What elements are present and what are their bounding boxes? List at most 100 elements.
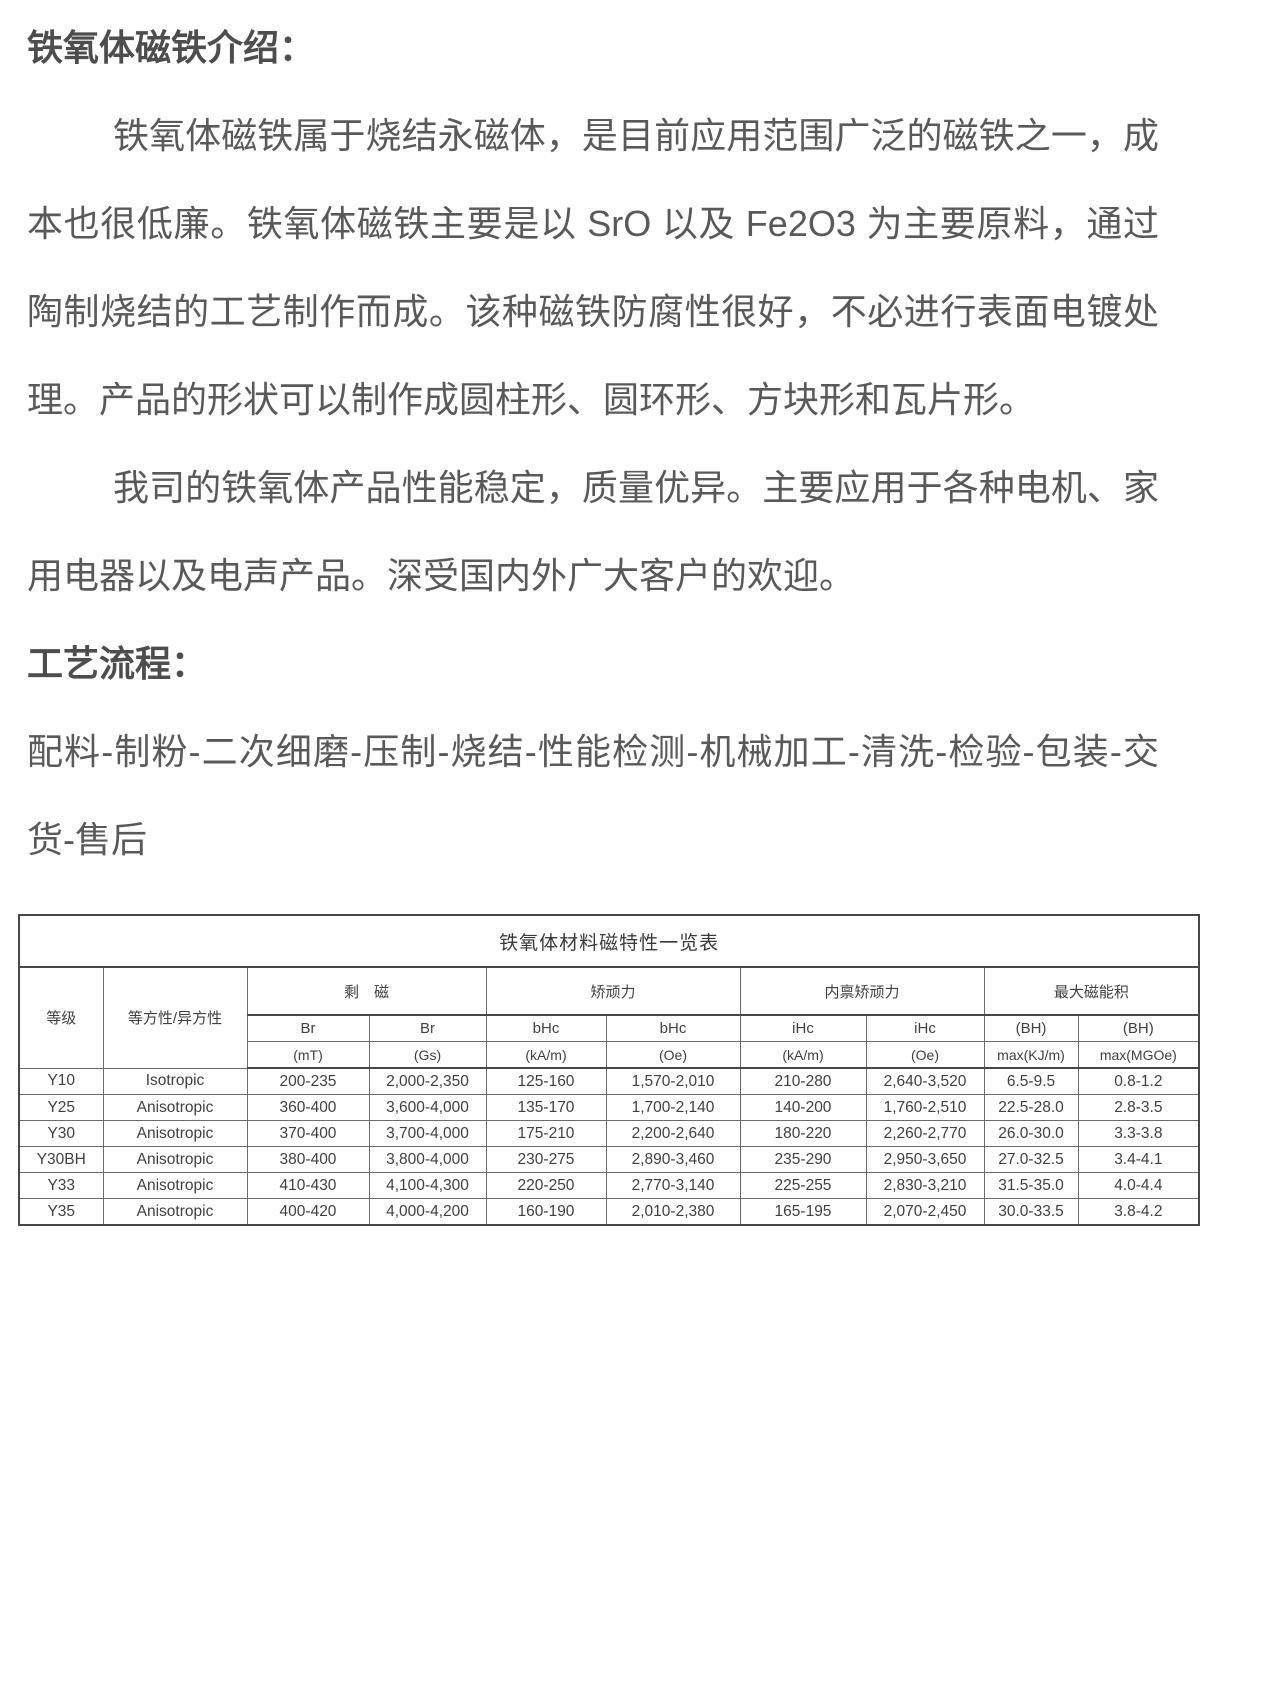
value-cell: 370-400 (246, 1120, 370, 1147)
value-cell: 160-190 (485, 1198, 607, 1226)
subheader-unit: max(KJ/m) (983, 1041, 1079, 1069)
value-cell: 225-255 (739, 1172, 867, 1199)
table-unit-header-row: (mT) (Gs) (kA/m) (Oe) (kA/m) (Oe) max(KJ… (19, 1041, 1200, 1069)
value-cell: 175-210 (485, 1120, 607, 1147)
subheader-symbol: iHc (739, 1014, 867, 1042)
value-cell: 2,200-2,640 (605, 1120, 741, 1147)
subheader-symbol: (BH) (1077, 1014, 1200, 1042)
value-cell: 2,070-2,450 (865, 1198, 985, 1226)
table-row: Y25 Anisotropic 360-400 3,600-4,000 135-… (18, 1094, 1200, 1121)
value-cell: 125-160 (485, 1067, 607, 1095)
value-cell: 0.8-1.2 (1077, 1067, 1200, 1095)
group-header-max-energy-product: 最大磁能积 (983, 966, 1200, 1016)
value-cell: 210-280 (739, 1067, 867, 1095)
subheader-symbol: (BH) (983, 1014, 1079, 1042)
table-title: 铁氧体材料磁特性一览表 (18, 914, 1200, 968)
isotropy-cell: Anisotropic (102, 1146, 248, 1173)
value-cell: 360-400 (246, 1094, 370, 1121)
subheader-symbol: Br (246, 1014, 370, 1042)
value-cell: 31.5-35.0 (983, 1172, 1079, 1199)
value-cell: 3.3-3.8 (1077, 1120, 1200, 1147)
value-cell: 1,760-2,510 (865, 1094, 985, 1121)
subheader-symbol: bHc (605, 1014, 741, 1042)
subheader-unit: (mT) (246, 1041, 370, 1069)
subheader-unit: (Oe) (865, 1041, 985, 1069)
value-cell: 1,570-2,010 (605, 1067, 741, 1095)
subheader-unit: max(MGOe) (1077, 1041, 1200, 1069)
value-cell: 2,770-3,140 (605, 1172, 741, 1199)
col-header-isotropy: 等方性/异方性 (102, 966, 248, 1069)
value-cell: 200-235 (246, 1067, 370, 1095)
table-row: Y30 Anisotropic 370-400 3,700-4,000 175-… (18, 1120, 1200, 1147)
subheader-unit: (Gs) (368, 1041, 487, 1069)
value-cell: 3.4-4.1 (1077, 1146, 1200, 1173)
grade-cell: Y25 (18, 1094, 104, 1121)
table-row: Y35 Anisotropic 400-420 4,000-4,200 160-… (18, 1198, 1200, 1226)
isotropy-cell: Anisotropic (102, 1172, 248, 1199)
value-cell: 1,700-2,140 (605, 1094, 741, 1121)
value-cell: 410-430 (246, 1172, 370, 1199)
subheader-symbol: bHc (485, 1014, 607, 1042)
value-cell: 4,100-4,300 (368, 1172, 487, 1199)
value-cell: 2,890-3,460 (605, 1146, 741, 1173)
value-cell: 2,950-3,650 (865, 1146, 985, 1173)
value-cell: 2,000-2,350 (368, 1067, 487, 1095)
value-cell: 2,830-3,210 (865, 1172, 985, 1199)
value-cell: 30.0-33.5 (983, 1198, 1079, 1226)
value-cell: 2,260-2,770 (865, 1120, 985, 1147)
process-heading: 工艺流程： (27, 643, 208, 684)
isotropy-cell: Anisotropic (102, 1094, 248, 1121)
value-cell: 230-275 (485, 1146, 607, 1173)
ferrite-properties-table: 铁氧体材料磁特性一览表 等级 等方性/异方性 剩 磁 矫顽力 内禀矫顽力 最大磁… (18, 914, 1201, 1226)
process-flow-text: 配料-制粉-二次细磨-压制-烧结-性能检测-机械加工-清洗-检验-包装-交货-售… (27, 731, 1159, 860)
subheader-unit: (kA/m) (485, 1041, 607, 1069)
grade-cell: Y35 (18, 1198, 104, 1226)
value-cell: 3,700-4,000 (368, 1120, 487, 1147)
value-cell: 235-290 (739, 1146, 867, 1173)
intro-paragraph-1: 铁氧体磁铁属于烧结永磁体，是目前应用范围广泛的磁铁之一，成本也很低廉。铁氧体磁铁… (27, 115, 1159, 420)
value-cell: 400-420 (246, 1198, 370, 1226)
value-cell: 2.8-3.5 (1077, 1094, 1200, 1121)
grade-cell: Y30 (18, 1120, 104, 1147)
subheader-symbol: Br (368, 1014, 487, 1042)
value-cell: 2,640-3,520 (865, 1067, 985, 1095)
intro-paragraph-2: 我司的铁氧体产品性能稳定，质量优异。主要应用于各种电机、家用电器以及电声产品。深… (27, 467, 1159, 596)
value-cell: 140-200 (739, 1094, 867, 1121)
subheader-symbol: iHc (865, 1014, 985, 1042)
grade-cell: Y33 (18, 1172, 104, 1199)
table-row: Y30BH Anisotropic 380-400 3,800-4,000 23… (18, 1146, 1200, 1173)
table-title-row: 铁氧体材料磁特性一览表 (18, 914, 1200, 968)
value-cell: 2,010-2,380 (605, 1198, 741, 1226)
value-cell: 220-250 (485, 1172, 607, 1199)
subheader-unit: (kA/m) (739, 1041, 867, 1069)
value-cell: 26.0-30.0 (983, 1120, 1079, 1147)
subheader-unit: (Oe) (605, 1041, 741, 1069)
group-header-remanence: 剩 磁 (246, 966, 487, 1016)
table-group-header-row: 等级 等方性/异方性 剩 磁 矫顽力 内禀矫顽力 最大磁能积 (18, 966, 1200, 1069)
value-cell: 165-195 (739, 1198, 867, 1226)
table-row: Y10 Isotropic 200-235 2,000-2,350 125-16… (18, 1067, 1200, 1095)
isotropy-cell: Isotropic (102, 1067, 248, 1095)
grade-cell: Y10 (18, 1067, 104, 1095)
value-cell: 180-220 (739, 1120, 867, 1147)
value-cell: 3.8-4.2 (1077, 1198, 1200, 1226)
grade-cell: Y30BH (18, 1146, 104, 1173)
group-header-coercivity: 矫顽力 (485, 966, 741, 1016)
value-cell: 27.0-32.5 (983, 1146, 1079, 1173)
value-cell: 135-170 (485, 1094, 607, 1121)
properties-table-container: 铁氧体材料磁特性一览表 等级 等方性/异方性 剩 磁 矫顽力 内禀矫顽力 最大磁… (18, 914, 1287, 1226)
group-header-intrinsic-coercivity: 内禀矫顽力 (739, 966, 985, 1016)
table-row: Y33 Anisotropic 410-430 4,100-4,300 220-… (18, 1172, 1200, 1199)
isotropy-cell: Anisotropic (102, 1198, 248, 1226)
table-symbol-header-row: Br Br bHc bHc iHc iHc (BH) (BH) (19, 1014, 1200, 1042)
value-cell: 4.0-4.4 (1077, 1172, 1200, 1199)
value-cell: 22.5-28.0 (983, 1094, 1079, 1121)
intro-heading: 铁氧体磁铁介绍： (27, 27, 316, 68)
value-cell: 6.5-9.5 (983, 1067, 1079, 1095)
value-cell: 380-400 (246, 1146, 370, 1173)
isotropy-cell: Anisotropic (102, 1120, 248, 1147)
text-content: 铁氧体磁铁介绍： 铁氧体磁铁属于烧结永磁体，是目前应用范围广泛的磁铁之一，成本也… (0, 0, 1159, 884)
value-cell: 4,000-4,200 (368, 1198, 487, 1226)
value-cell: 3,600-4,000 (368, 1094, 487, 1121)
